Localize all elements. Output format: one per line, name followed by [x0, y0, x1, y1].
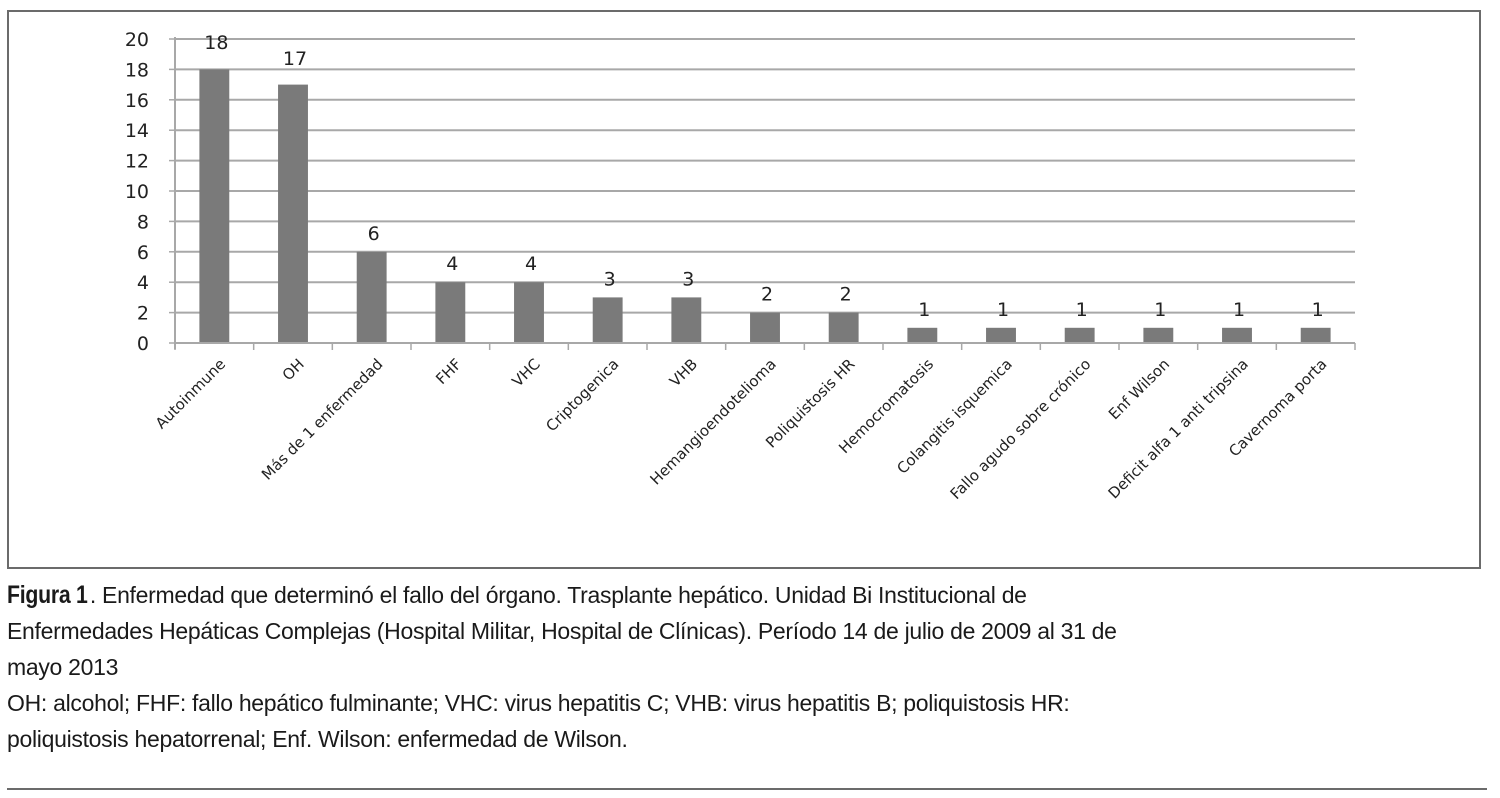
axes	[174, 37, 1356, 350]
bar	[435, 282, 466, 343]
caption-line-3: mayo 2013	[7, 654, 119, 680]
caption-title: . Enfermedad que determinó el fallo del …	[89, 582, 1027, 608]
y-tick-label: 16	[125, 90, 149, 112]
bar	[514, 282, 544, 343]
bar	[278, 84, 308, 343]
y-tick-label: 10	[125, 181, 149, 203]
y-tick-label: 14	[125, 120, 149, 142]
x-category-label: Más de 1 enfermedad	[258, 355, 387, 484]
data-label: 1	[1076, 299, 1088, 321]
bar	[986, 327, 1016, 343]
x-category-label: Criptogenica	[542, 355, 622, 435]
data-label: 2	[840, 284, 852, 306]
data-label: 1	[1233, 299, 1245, 321]
data-label: 1	[918, 299, 930, 321]
x-category-label: OH	[279, 355, 308, 384]
data-label: 4	[446, 253, 458, 275]
x-category-label: Enf Wilson	[1105, 355, 1173, 423]
bars	[199, 69, 1331, 344]
bar	[356, 251, 387, 343]
bottom-rule	[7, 788, 1487, 790]
data-label: 1	[1154, 299, 1166, 321]
data-label: 1	[997, 299, 1009, 321]
y-axis-ticks: 0 2 4 6 8 10 12 14 16 18 20	[125, 29, 175, 355]
y-tick-label: 12	[125, 151, 149, 173]
bar	[592, 297, 623, 343]
x-category-label: FHF	[432, 355, 465, 388]
x-category-label: VHB	[666, 355, 701, 390]
data-label: 17	[283, 48, 307, 70]
data-labels: 18 17 6 4 4 3 3 2 2 1 1 1 1 1 1	[204, 32, 1323, 321]
y-tick-label: 4	[137, 272, 149, 294]
y-tick-label: 20	[125, 29, 149, 51]
bar	[1300, 327, 1331, 343]
x-category-label: Autoinmune	[152, 355, 229, 432]
caption-abbreviations-2: poliquistosis hepatorrenal; Enf. Wilson:…	[7, 726, 628, 752]
data-label: 6	[368, 223, 380, 245]
bar	[671, 297, 702, 343]
bar	[750, 312, 780, 343]
data-label: 2	[761, 284, 773, 306]
bar	[907, 327, 938, 343]
caption-line-2: Enfermedades Hepáticas Complejas (Hospit…	[7, 618, 1117, 644]
y-tick-label: 2	[137, 303, 149, 325]
bar	[1222, 327, 1252, 343]
x-category-label: Deficit alfa 1 anti tripsina	[1105, 355, 1252, 502]
data-label: 1	[1312, 299, 1324, 321]
bar	[1064, 327, 1095, 343]
figure-label: Figura 1	[7, 581, 88, 609]
data-label: 18	[204, 32, 228, 54]
y-tick-label: 0	[137, 333, 149, 355]
bar	[199, 69, 230, 344]
x-category-label: VHC	[508, 355, 543, 390]
bar	[828, 312, 859, 343]
data-label: 3	[682, 268, 694, 290]
x-category-label: Fallo agudo sobre crónico	[947, 355, 1095, 503]
bar-chart: 0 2 4 6 8 10 12 14 16 18 20 18 17 6 4 4 3 3 2 2 1 1 1 1 1 1 Auto…	[125, 29, 1356, 503]
chart-frame	[7, 10, 1481, 569]
gridlines	[175, 38, 1355, 314]
data-label: 4	[525, 253, 537, 275]
caption-line-1: Figura 1. Enfermedad que determinó el fa…	[7, 577, 1487, 613]
bar	[1143, 327, 1174, 343]
caption-abbreviations-1: OH: alcohol; FHF: fallo hepático fulmina…	[7, 690, 1070, 716]
figure-caption: Figura 1. Enfermedad que determinó el fa…	[7, 577, 1487, 757]
y-tick-label: 18	[125, 59, 149, 81]
data-label: 3	[604, 268, 616, 290]
x-category-label: Hemangioendotelioma	[647, 355, 780, 488]
y-tick-label: 8	[137, 211, 149, 233]
y-tick-label: 6	[137, 242, 149, 264]
